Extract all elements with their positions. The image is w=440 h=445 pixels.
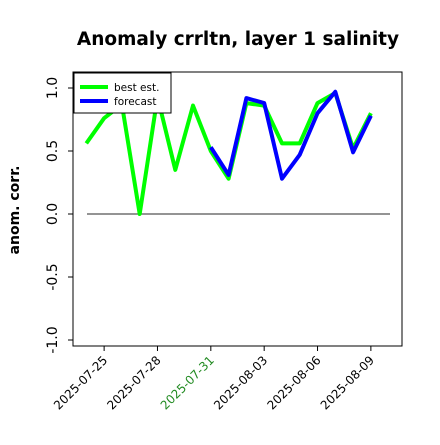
x-axis-ticks: 2025-07-252025-07-282025-07-312025-08-03…: [51, 346, 377, 412]
y-axis-label: anom. corr.: [7, 166, 23, 255]
x-tick-label: 2025-08-09: [318, 353, 377, 412]
x-tick-label: 2025-08-03: [211, 353, 270, 412]
legend: best est. forecast: [73, 72, 172, 114]
legend-box: [73, 72, 172, 114]
x-tick-label: 2025-07-28: [104, 353, 163, 412]
x-tick-label: 2025-07-25: [51, 353, 110, 412]
x-tick-label: 2025-08-06: [264, 353, 323, 412]
x-tick-label: 2025-07-31: [158, 353, 217, 412]
y-tick-label: 0.5: [45, 140, 61, 162]
y-tick-label: -1.0: [45, 326, 61, 353]
series-line-forecast: [209, 89, 373, 181]
y-tick-label: -0.5: [45, 263, 61, 290]
legend-label-forecast: forecast: [114, 96, 156, 108]
y-axis-ticks: -1.0 -0.5 0.0 0.5 1.0: [45, 77, 73, 354]
legend-label-best-est: best est.: [114, 82, 159, 94]
y-tick-label: 0.0: [45, 203, 61, 225]
y-tick-label: 1.0: [45, 77, 61, 99]
series-line-best-est: [84, 91, 373, 216]
plot-frame: [72, 71, 403, 347]
chart-title: Anomaly crrltn, layer 1 salinity: [77, 29, 399, 50]
plot-layer: [84, 89, 390, 216]
